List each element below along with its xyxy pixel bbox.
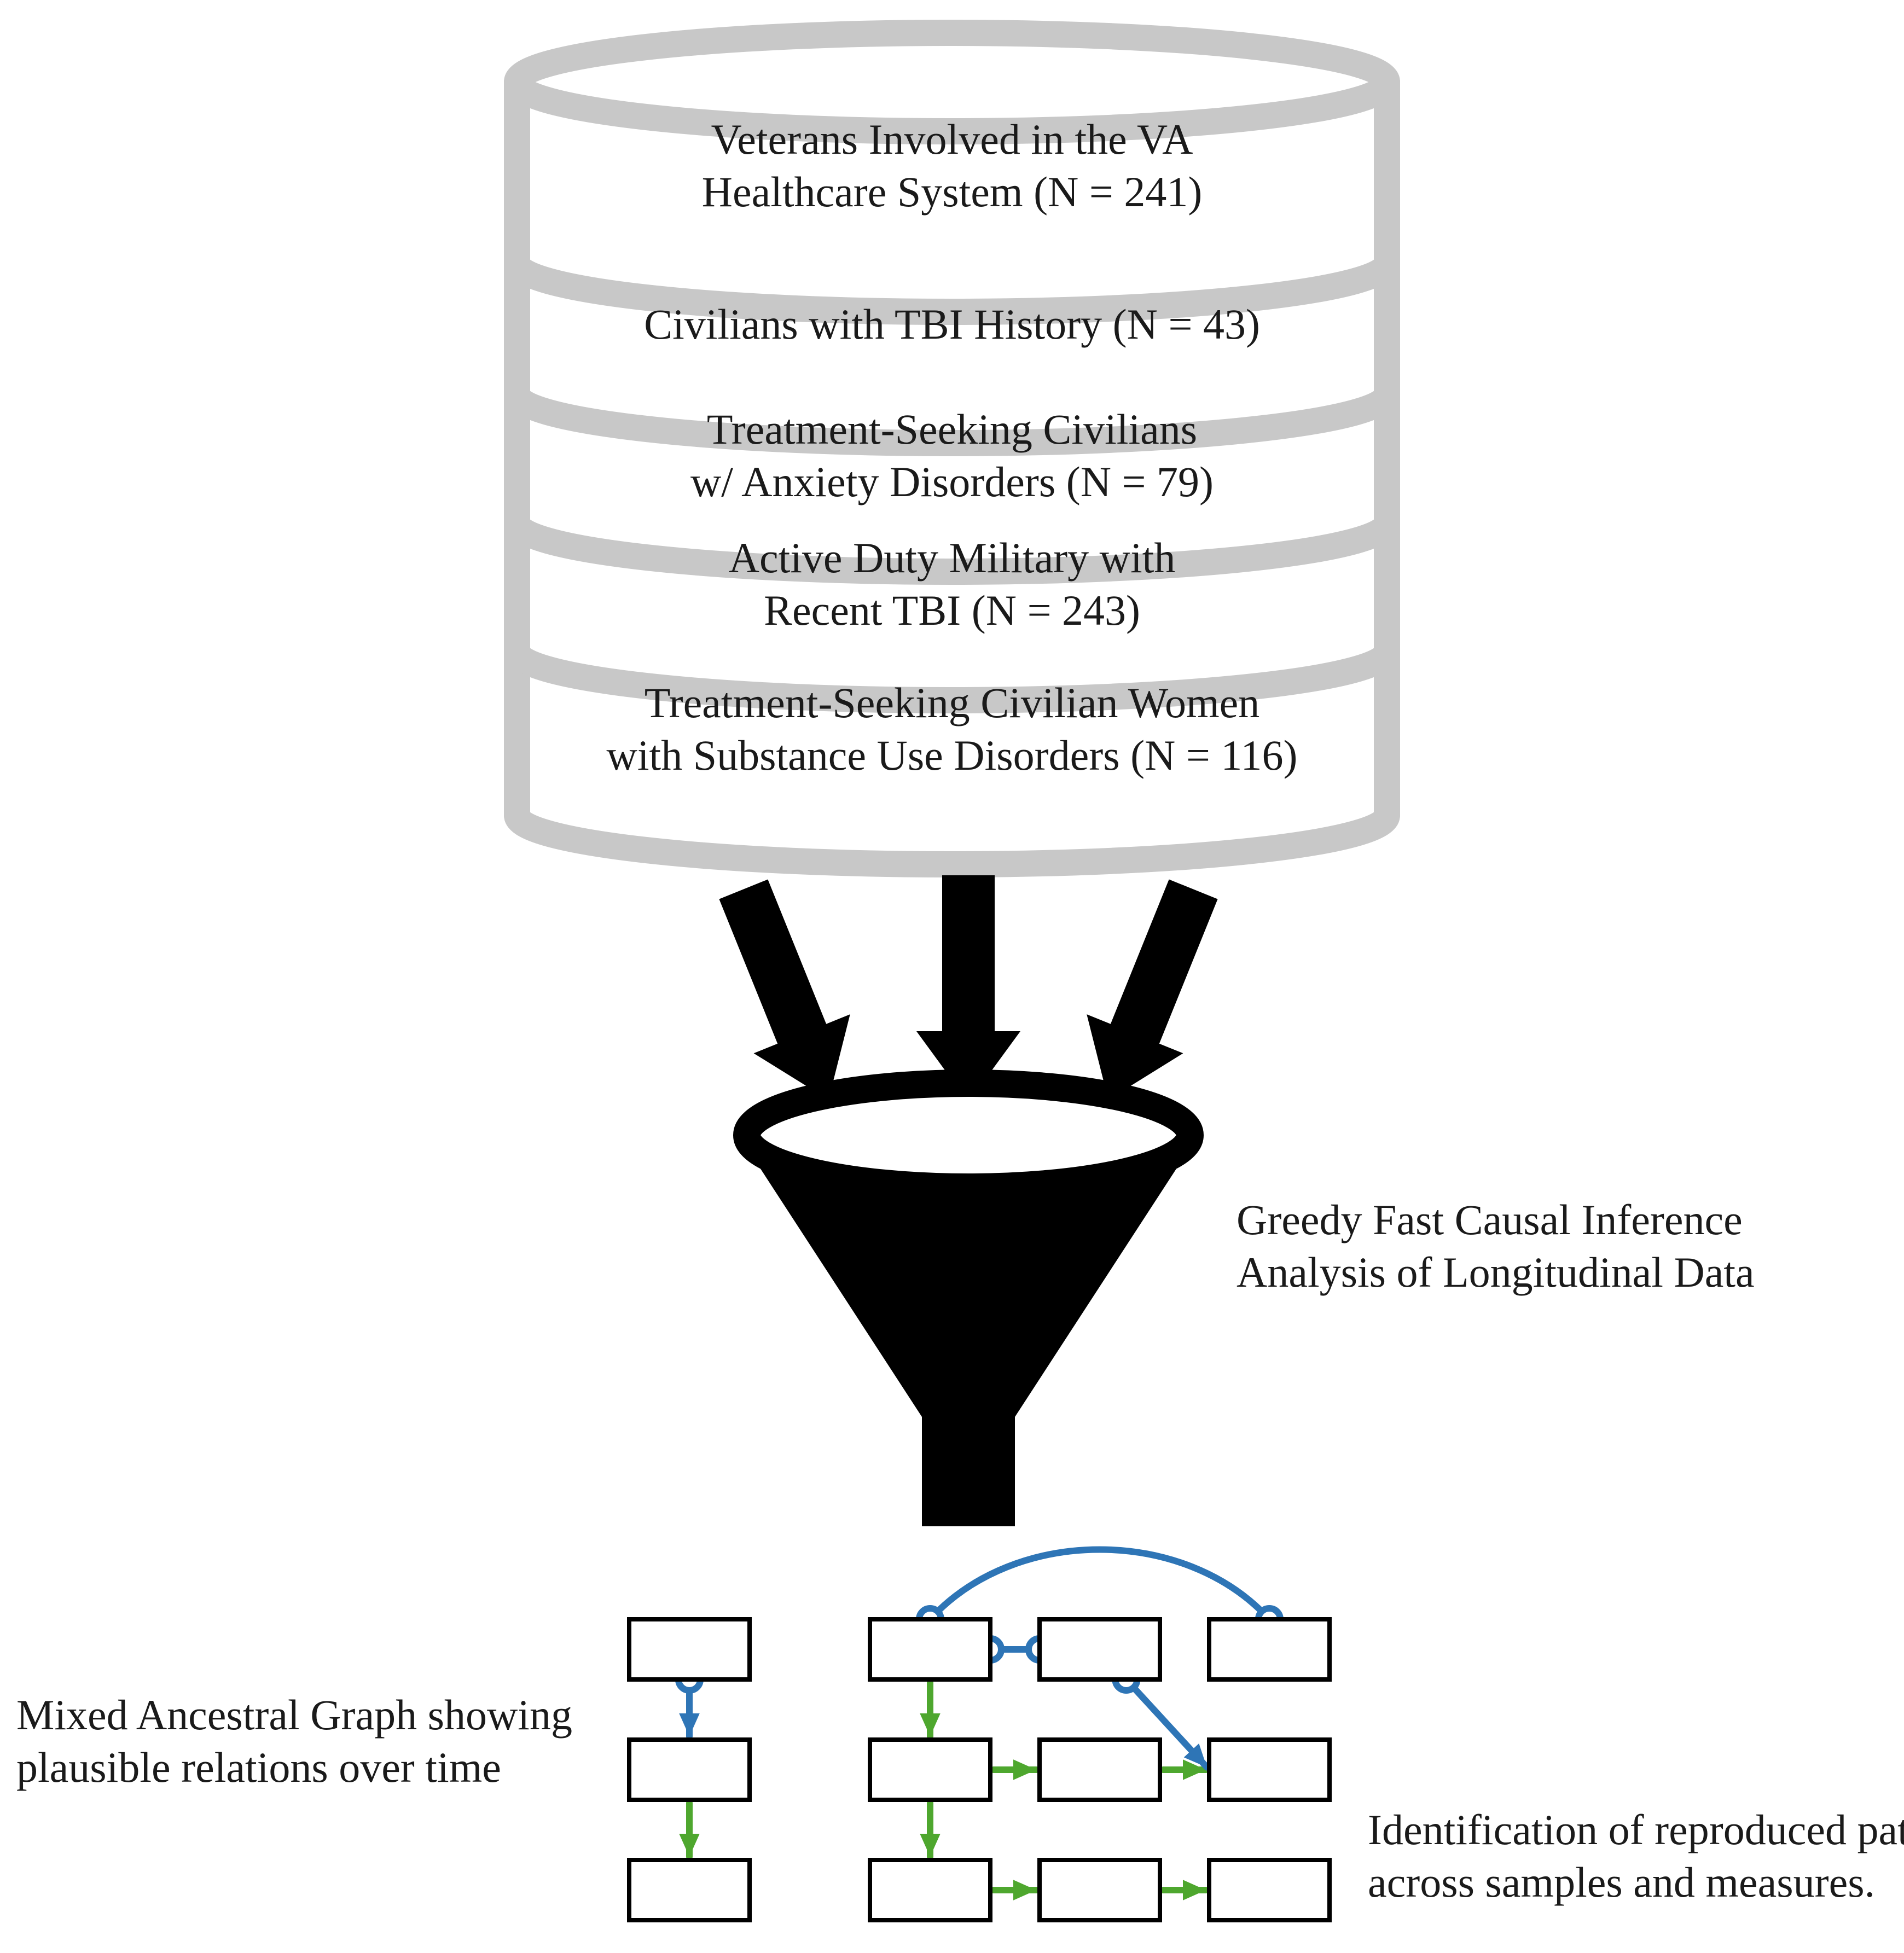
cylinder-label: Veterans Involved in the VA xyxy=(711,115,1193,163)
graph-left-label: Mixed Ancestral Graph showing xyxy=(16,1690,572,1740)
graph-node xyxy=(870,1740,990,1800)
funnel-label: Analysis of Longitudinal Data xyxy=(1237,1248,1755,1297)
funnel-input-arrow-3 xyxy=(1087,880,1217,1100)
graph-node xyxy=(1040,1860,1160,1920)
funnel-input-arrow-2 xyxy=(916,875,1020,1102)
graph-node xyxy=(1209,1619,1330,1679)
graph-node xyxy=(629,1619,750,1679)
graph-node xyxy=(1040,1740,1160,1800)
funnel-input-arrow-1 xyxy=(719,880,850,1100)
graph-node xyxy=(870,1619,990,1679)
cylinder-label: Treatment-Seeking Civilians xyxy=(707,405,1197,453)
graph-node xyxy=(1209,1740,1330,1800)
funnel-mouth xyxy=(747,1083,1190,1187)
cylinder-label: Civilians with TBI History (N = 43) xyxy=(644,300,1260,348)
cylinder-label: w/ Anxiety Disorders (N = 79) xyxy=(690,458,1214,505)
graph-node xyxy=(629,1860,750,1920)
cylinder-label: Active Duty Military with xyxy=(729,534,1176,582)
graph-node xyxy=(1209,1860,1330,1920)
cylinder-label: Healthcare System (N = 241) xyxy=(702,168,1203,216)
graph-node xyxy=(1040,1619,1160,1679)
cylinder-label: with Substance Use Disorders (N = 116) xyxy=(607,731,1298,779)
cylinder-label: Recent TBI (N = 243) xyxy=(764,586,1140,634)
graph-left-label: plausible relations over time xyxy=(16,1743,501,1792)
data-sources-cylinder: Veterans Involved in the VA Healthcare Sy… xyxy=(491,7,1413,891)
graph-node xyxy=(629,1740,750,1800)
graph-node xyxy=(870,1860,990,1920)
graph-right-label: Identification of reproduced patterns xyxy=(1368,1805,1904,1855)
graph-right-label: across samples and measures. xyxy=(1368,1858,1875,1907)
mixed-ancestral-graph xyxy=(520,1477,1439,1953)
cylinder-label: Treatment-Seeking Civilian Women xyxy=(645,679,1260,726)
funnel-label: Greedy Fast Causal Inference xyxy=(1237,1195,1743,1245)
